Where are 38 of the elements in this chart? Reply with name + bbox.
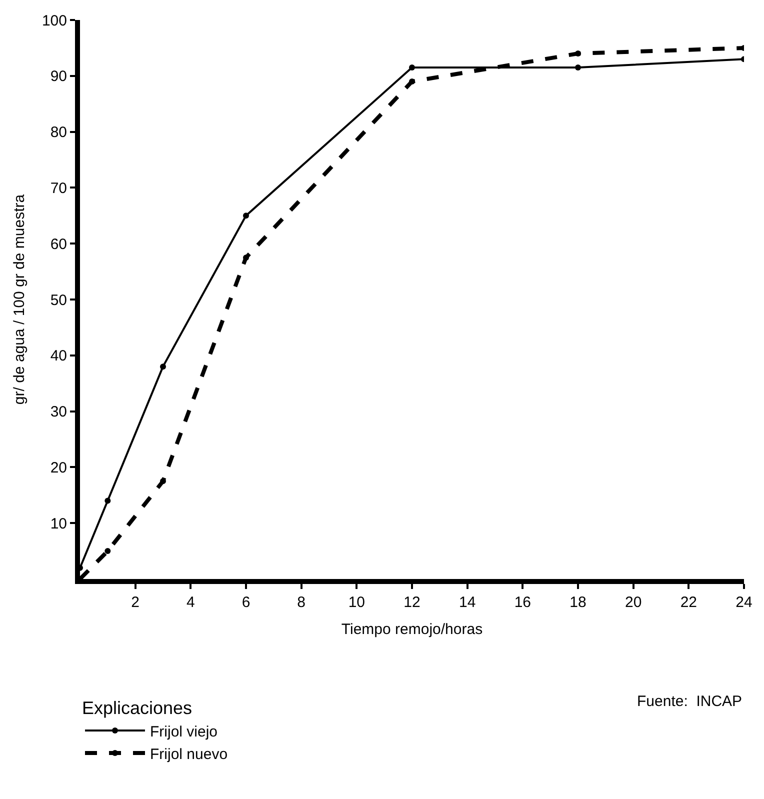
point: [409, 78, 415, 84]
point: [104, 548, 111, 554]
x-tick-label: 24: [736, 594, 752, 611]
y-tick-label: 80: [50, 124, 67, 142]
x-tick-label: 14: [458, 594, 476, 611]
x-tick-label: 6: [242, 594, 250, 611]
legend-label: Frijol nuevo: [150, 746, 228, 763]
x-tick-label: 20: [624, 594, 642, 611]
point: [160, 364, 166, 370]
x-tick-label: 12: [404, 594, 420, 611]
point: [409, 64, 415, 71]
y-tick-label: 100: [42, 12, 67, 30]
y-axis-title: gr/ de agua / 100 gr de muestra: [11, 194, 28, 405]
y-tick-label: 20: [50, 459, 67, 476]
x-tick-label: 2: [131, 594, 140, 611]
legend-label: Frijol viejo: [150, 723, 218, 740]
y-tick-label: 90: [50, 68, 67, 86]
x-axis-title: Tiempo remojo/horas: [341, 621, 483, 638]
x-tick-label: 18: [570, 594, 586, 611]
x-tick-label: 4: [186, 594, 195, 611]
legend-title: Explicaciones: [82, 698, 192, 718]
x-tick-label: 16: [514, 594, 532, 611]
x-tick-label: 10: [348, 594, 366, 611]
source-note: Fuente: INCAP: [637, 693, 742, 710]
y-tick-label: 40: [50, 348, 67, 365]
point: [575, 64, 581, 71]
x-tick-label: 22: [680, 594, 698, 611]
y-tick-label: 30: [50, 404, 67, 421]
x-tick-label: 8: [297, 594, 306, 611]
y-tick-label: 60: [50, 236, 67, 253]
y-tick-label: 10: [50, 515, 67, 532]
point: [575, 50, 581, 57]
point: [243, 254, 249, 261]
point: [243, 212, 249, 219]
y-tick-label: 70: [50, 180, 67, 197]
y-tick-label: 50: [50, 292, 67, 309]
point: [104, 498, 111, 504]
point: [160, 478, 166, 484]
